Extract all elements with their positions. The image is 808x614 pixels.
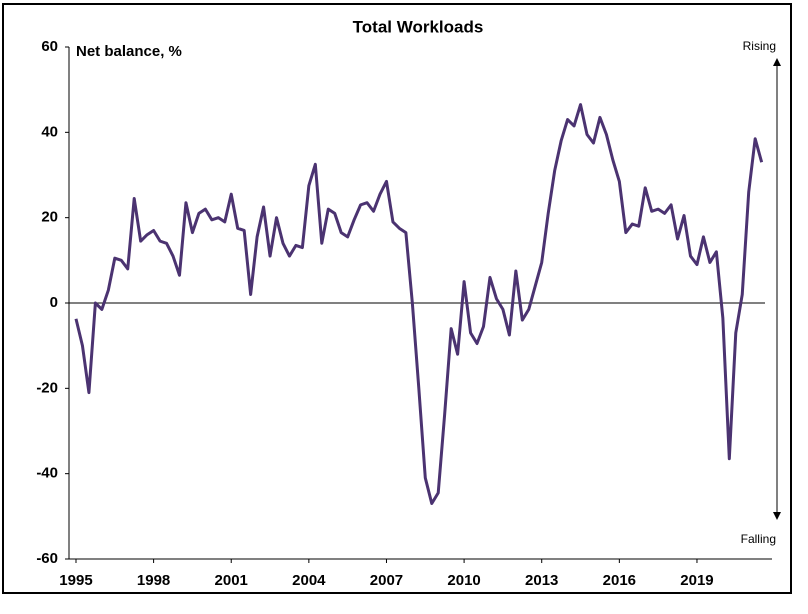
x-tick-label: 2007 bbox=[370, 572, 403, 589]
frame bbox=[2, 3, 792, 594]
chart-title: Total Workloads bbox=[353, 17, 484, 36]
rising-label: Rising bbox=[743, 39, 776, 53]
x-tick-label: 2019 bbox=[680, 572, 713, 589]
y-tick-label: 0 bbox=[50, 294, 58, 311]
falling-label: Falling bbox=[741, 532, 776, 546]
x-tick-label: 2010 bbox=[447, 572, 480, 589]
y-axis-label: Net balance, % bbox=[76, 43, 182, 60]
y-tick-label: -40 bbox=[36, 465, 58, 482]
y-tick-label: -60 bbox=[36, 550, 58, 567]
y-tick-label: -20 bbox=[36, 379, 58, 396]
line-series bbox=[74, 103, 764, 506]
y-tick-label: 40 bbox=[41, 123, 58, 140]
x-tick-label: 2013 bbox=[525, 572, 558, 589]
x-tick-label: 2001 bbox=[215, 572, 248, 589]
x-tick-label: 1995 bbox=[59, 572, 92, 589]
y-tick-label: 20 bbox=[41, 209, 58, 226]
x-tick-label: 2016 bbox=[603, 572, 636, 589]
x-tick-label: 2004 bbox=[292, 572, 326, 589]
y-tick-label: 60 bbox=[41, 38, 58, 55]
x-tick-label: 1998 bbox=[137, 572, 170, 589]
